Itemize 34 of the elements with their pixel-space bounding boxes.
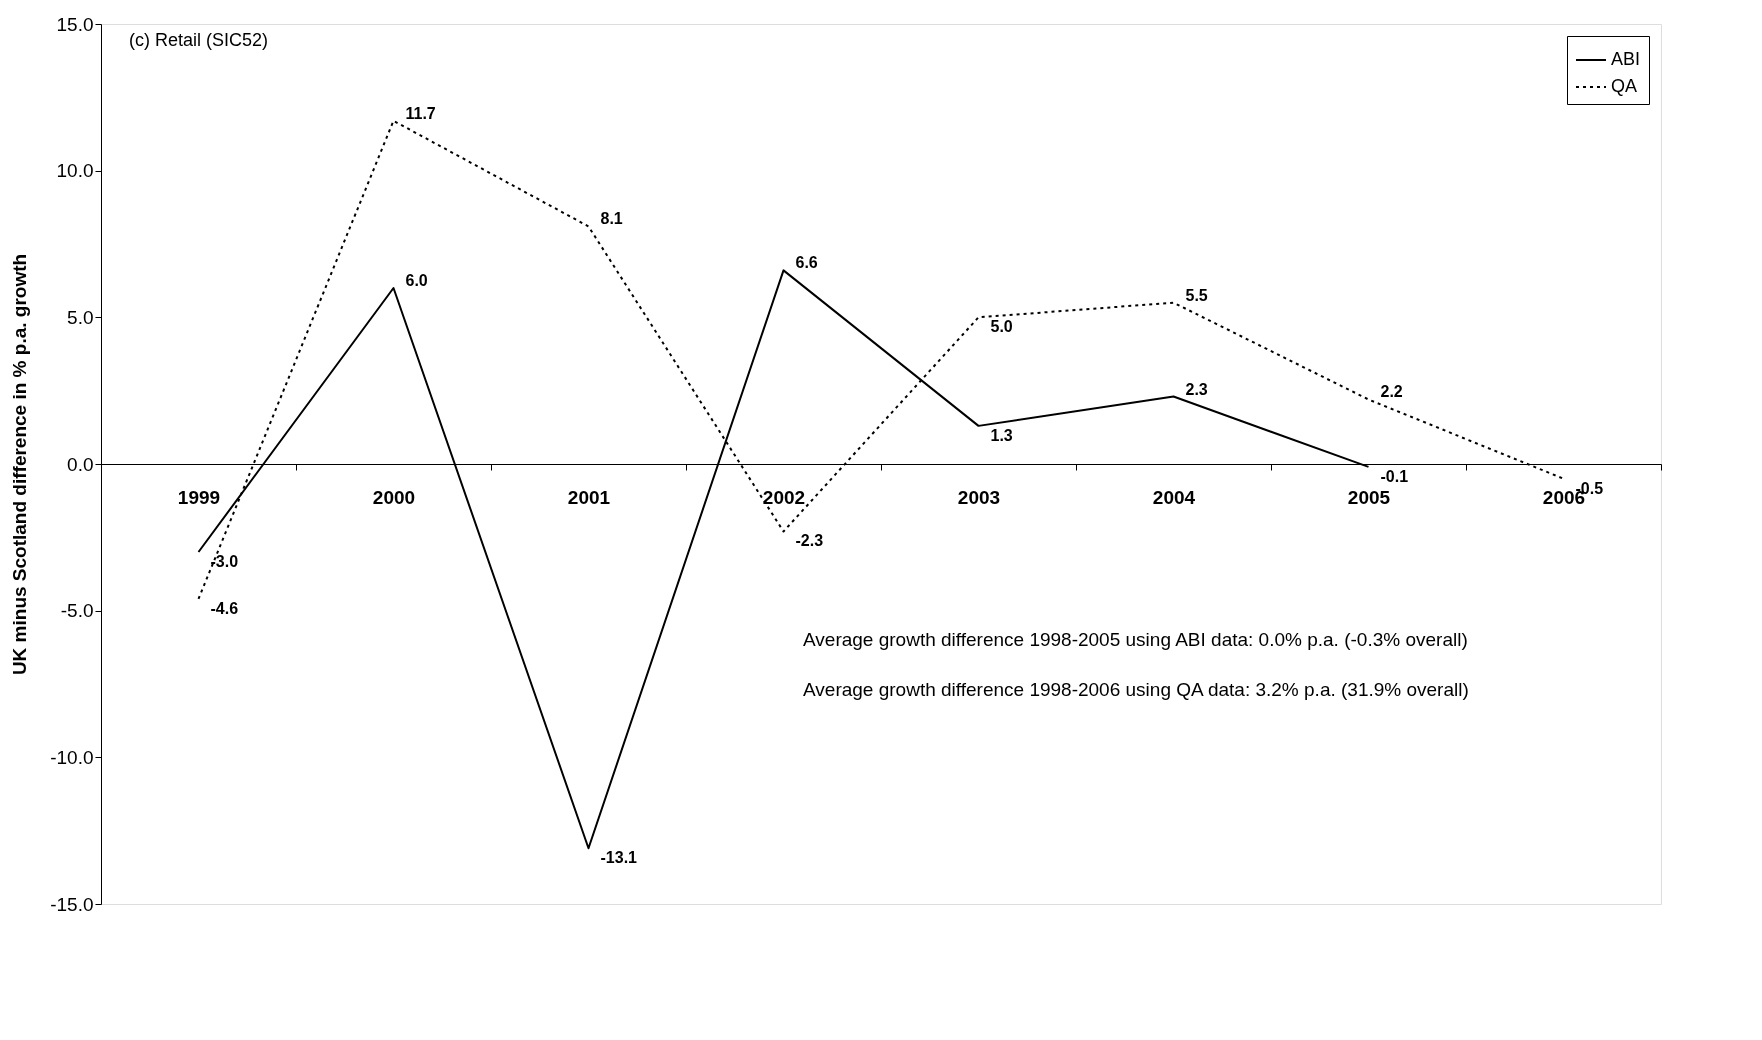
- x-tick-label: 2003: [957, 486, 1001, 508]
- data-label: 2.3: [1185, 380, 1208, 398]
- data-label: -4.6: [210, 599, 239, 617]
- x-tick-label: 2005: [1347, 486, 1391, 508]
- x-tick-label: 2004: [1152, 486, 1196, 508]
- data-label: 6.6: [795, 254, 818, 272]
- data-label: 1.3: [990, 426, 1013, 444]
- chart-title: (c) Retail (SIC52): [129, 30, 269, 50]
- x-tick-label: 2001: [567, 486, 611, 508]
- y-tick-label: -5.0: [60, 600, 94, 622]
- y-tick-label: 0.0: [67, 453, 94, 475]
- y-tick-label: -15.0: [50, 893, 94, 915]
- legend-label: QA: [1611, 76, 1638, 96]
- y-axis-title: UK minus Scotland difference in % p.a. growth: [9, 253, 31, 676]
- data-label: 11.7: [405, 104, 436, 122]
- data-label: 6.0: [405, 272, 428, 289]
- annotation: Average growth difference 1998-2005 using ABI data: 0.0% p.a. (-0.3% overall): [803, 629, 1468, 650]
- x-tick-label: 1999: [177, 486, 221, 508]
- data-label: -3.0: [210, 553, 239, 570]
- data-label: -13.1: [600, 849, 638, 867]
- data-label: -0.1: [1380, 467, 1409, 485]
- x-tick-label: 2002: [762, 486, 806, 508]
- y-tick-label: -10.0: [50, 746, 94, 768]
- y-tick-label: 10.0: [56, 160, 94, 182]
- y-tick-label: 15.0: [56, 13, 94, 35]
- y-tick-label: 5.0: [67, 306, 94, 328]
- data-label: -2.3: [795, 532, 824, 550]
- data-label: 8.1: [600, 210, 623, 228]
- annotation: Average growth difference 1998-2006 using QA data: 3.2% p.a. (31.9% overall): [803, 679, 1469, 700]
- data-label: 5.5: [1185, 286, 1208, 304]
- legend-label: ABI: [1611, 49, 1641, 69]
- data-label: 5.0: [990, 318, 1013, 336]
- x-tick-label: 2000: [372, 486, 416, 508]
- data-label: 2.2: [1380, 383, 1403, 401]
